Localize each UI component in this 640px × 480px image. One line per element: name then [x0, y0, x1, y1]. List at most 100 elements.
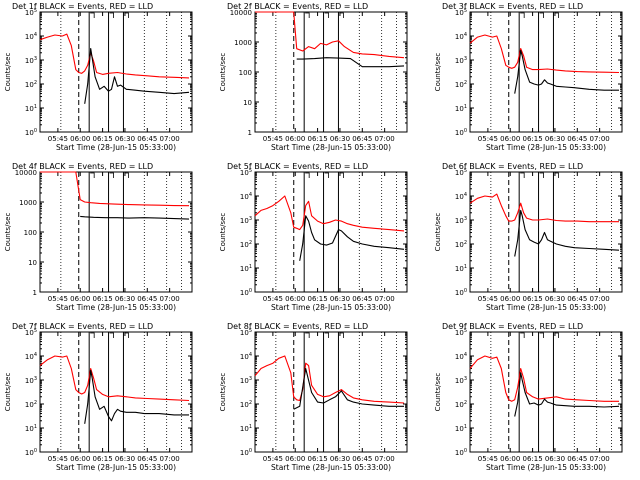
x-tick-label: 07:00	[160, 455, 180, 463]
interval-marker	[124, 12, 129, 18]
y-axis-label: Counts/sec	[219, 53, 227, 92]
y-tick-exponent: 0	[464, 288, 467, 294]
y-tick-label: 100	[24, 229, 37, 237]
x-axis-label: Start Time (28-Jun-15 05:33:00)	[486, 143, 606, 152]
y-tick-exponent: 4	[464, 192, 467, 198]
y-tick-exponent: 5	[249, 328, 252, 334]
series-line-events	[296, 57, 405, 68]
x-tick-label: 06:30	[115, 135, 135, 143]
x-tick-label: 06:45	[352, 295, 372, 303]
interval-marker	[124, 172, 129, 178]
y-tick-exponent: 4	[249, 352, 252, 358]
y-tick-exponent: 3	[34, 376, 37, 382]
x-tick-label: 06:30	[545, 455, 565, 463]
panel-title: Det 2f BLACK = Events, RED = LLD	[227, 2, 368, 11]
y-tick-exponent: 5	[34, 8, 37, 14]
y-tick-exponent: 3	[249, 216, 252, 222]
y-axis-label: Counts/sec	[434, 213, 442, 252]
x-axis-label: Start Time (28-Jun-15 05:33:00)	[271, 303, 391, 312]
interval-marker	[539, 332, 544, 338]
interval-marker	[305, 172, 310, 178]
y-tick-label: 10000	[230, 9, 252, 17]
panel-det-3: Det 3f BLACK = Events, RED = LLD10010110…	[434, 2, 623, 152]
y-tick-label: 103	[25, 56, 37, 65]
interval-marker	[324, 332, 329, 338]
y-tick-label: 101	[25, 424, 37, 433]
y-tick-label: 102	[240, 400, 252, 409]
x-tick-label: 05:45	[48, 295, 68, 303]
panel-det-1: Det 1f BLACK = Events, RED = LLD10010110…	[4, 2, 193, 152]
interval-marker	[124, 332, 129, 338]
x-tick-label: 07:00	[160, 295, 180, 303]
x-tick-label: 07:00	[590, 455, 610, 463]
y-tick-label: 104	[455, 352, 467, 361]
y-axis-label: Counts/sec	[434, 53, 442, 92]
x-tick-label: 06:45	[352, 135, 372, 143]
series-line-events	[84, 369, 189, 424]
y-tick-exponent: 1	[34, 104, 37, 110]
y-tick-label: 101	[240, 264, 252, 273]
y-tick-exponent: 4	[464, 352, 467, 358]
y-tick-label: 105	[25, 8, 37, 17]
x-tick-label: 06:00	[70, 295, 90, 303]
x-tick-label: 06:00	[500, 295, 520, 303]
y-tick-exponent: 5	[464, 328, 467, 334]
x-tick-label: 05:45	[48, 455, 68, 463]
interval-marker	[339, 332, 344, 338]
x-tick-label: 06:00	[285, 135, 305, 143]
interval-marker	[339, 172, 344, 178]
x-tick-label: 07:00	[590, 295, 610, 303]
x-tick-label: 06:30	[330, 455, 350, 463]
y-tick-exponent: 4	[34, 352, 37, 358]
series-line-lld	[40, 171, 190, 207]
x-tick-label: 06:30	[115, 455, 135, 463]
y-tick-exponent: 2	[34, 80, 37, 86]
y-tick-label: 104	[240, 192, 252, 201]
series-line-lld	[255, 11, 405, 59]
plot-frame	[254, 11, 408, 133]
x-tick-label: 06:15	[92, 135, 112, 143]
y-tick-exponent: 5	[464, 8, 467, 14]
series-line-lld	[39, 355, 190, 402]
x-axis-label: Start Time (28-Jun-15 05:33:00)	[271, 143, 391, 152]
y-tick-label: 105	[455, 168, 467, 177]
y-tick-label: 1000	[19, 199, 37, 207]
y-tick-exponent: 5	[34, 328, 37, 334]
x-tick-label: 06:15	[307, 295, 327, 303]
x-tick-label: 06:30	[545, 135, 565, 143]
x-tick-label: 06:45	[137, 135, 157, 143]
y-tick-label: 103	[240, 376, 252, 385]
panel-title: Det 4f BLACK = Events, RED = LLD	[12, 162, 153, 171]
y-tick-label: 103	[455, 56, 467, 65]
x-axis-label: Start Time (28-Jun-15 05:33:00)	[56, 143, 176, 152]
panel-det-2: Det 2f BLACK = Events, RED = LLD 1 10 100 10…	[219, 2, 408, 152]
y-tick-exponent: 1	[249, 424, 252, 430]
y-tick-exponent: 0	[249, 288, 252, 294]
y-tick-label: 100	[240, 288, 252, 297]
y-tick-label: 100	[455, 448, 467, 457]
interval-marker	[554, 332, 559, 338]
y-tick-exponent: 1	[464, 104, 467, 110]
x-tick-label: 06:00	[500, 455, 520, 463]
series-line-events	[80, 215, 190, 220]
y-tick-label: 103	[25, 376, 37, 385]
x-tick-label: 06:15	[307, 455, 327, 463]
panel-title: Det 8f BLACK = Events, RED = LLD	[227, 322, 368, 331]
series-line-lld	[39, 33, 190, 79]
y-tick-label: 101	[25, 104, 37, 113]
y-tick-label: 100	[239, 69, 252, 77]
x-tick-label: 07:00	[375, 135, 395, 143]
x-tick-label: 06:30	[115, 295, 135, 303]
y-tick-exponent: 0	[34, 448, 37, 454]
y-tick-label: 103	[240, 216, 252, 225]
x-tick-label: 06:15	[522, 455, 542, 463]
x-tick-label: 06:00	[70, 135, 90, 143]
x-tick-label: 06:15	[92, 295, 112, 303]
series-line-lld	[254, 355, 405, 404]
interval-marker	[554, 12, 559, 18]
y-tick-label: 104	[25, 32, 37, 41]
y-tick-exponent: 1	[464, 264, 467, 270]
y-tick-exponent: 0	[464, 448, 467, 454]
y-tick-exponent: 2	[464, 400, 467, 406]
series-line-lld	[469, 34, 620, 74]
